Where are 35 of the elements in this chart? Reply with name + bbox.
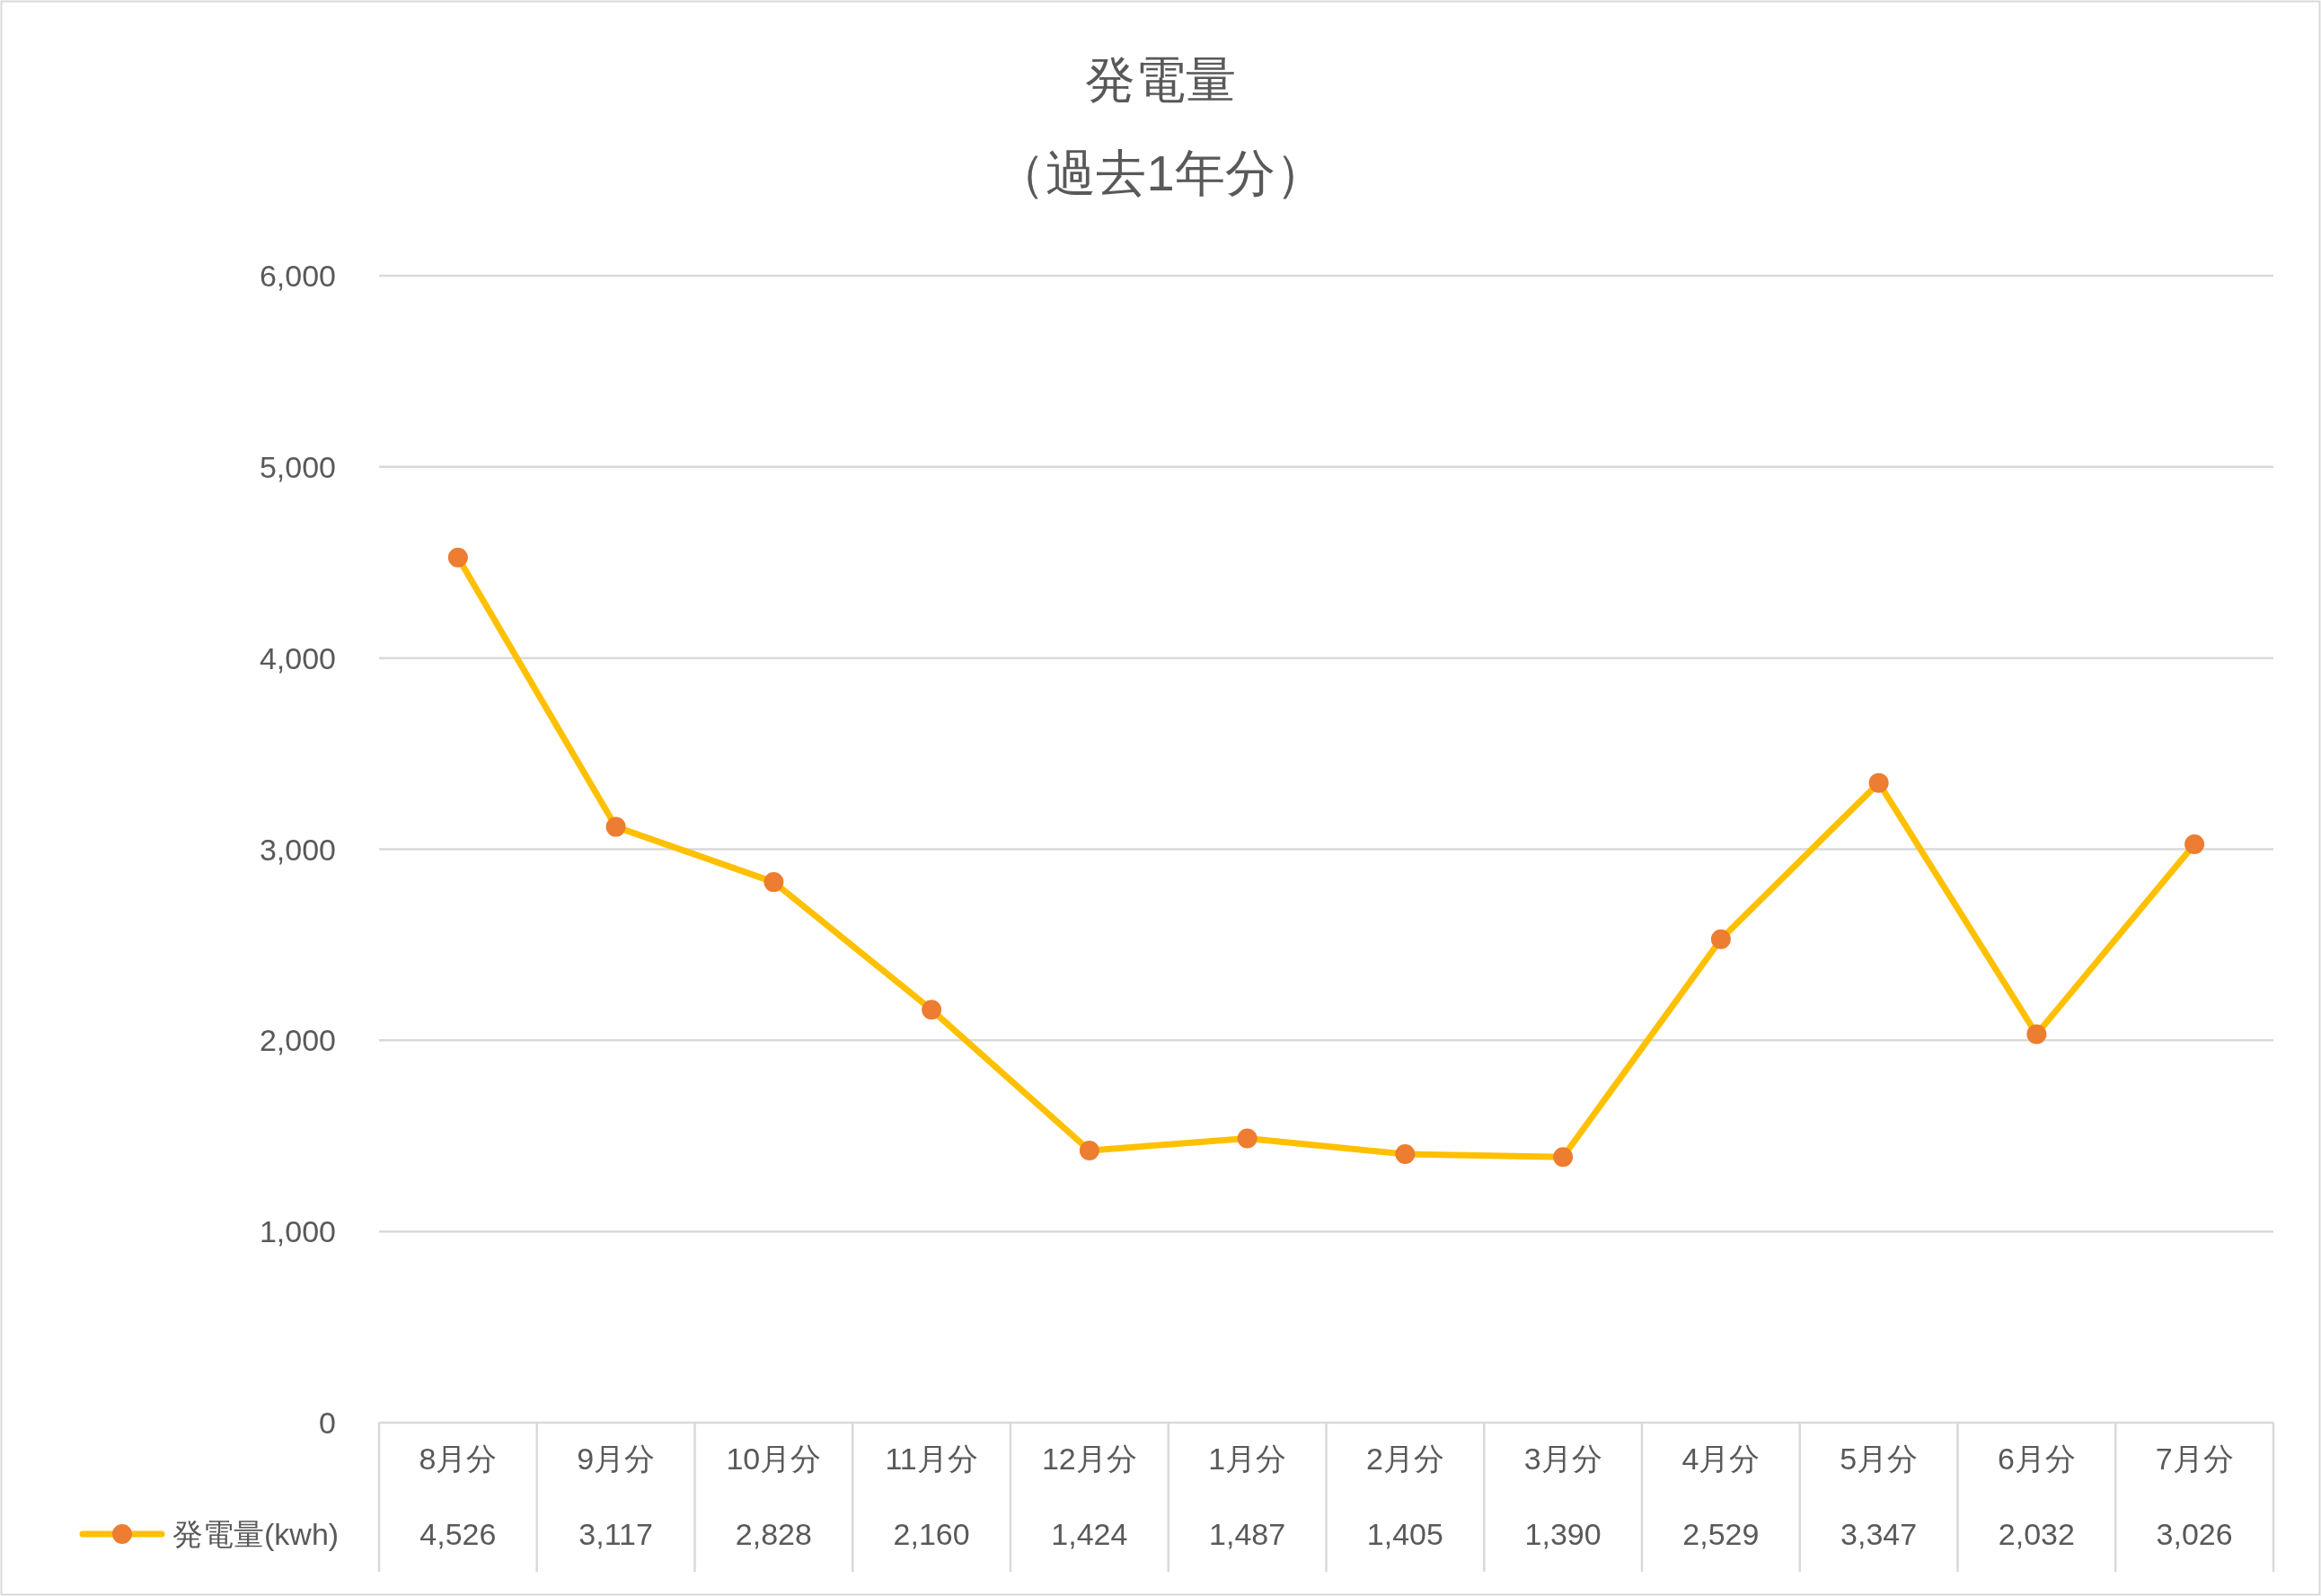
x-tick-label: 12月分: [1041, 1442, 1137, 1476]
x-tick-label: 4月分: [1681, 1442, 1761, 1476]
data-label: 1,405: [1366, 1517, 1443, 1551]
y-tick-label: 3,000: [259, 832, 336, 867]
x-tick-label: 3月分: [1523, 1442, 1602, 1476]
data-label: 1,487: [1209, 1517, 1286, 1551]
x-tick-label: 10月分: [726, 1442, 822, 1476]
data-label: 3,117: [578, 1517, 653, 1551]
y-tick-label: 5,000: [259, 449, 336, 484]
y-tick-label: 1,000: [259, 1214, 336, 1249]
data-label: 2,032: [1998, 1517, 2075, 1551]
data-label: 4,526: [419, 1517, 497, 1551]
data-label: 2,828: [735, 1517, 812, 1551]
data-label: 2,529: [1682, 1517, 1760, 1551]
data-label: 3,347: [1840, 1517, 1918, 1551]
y-tick-label: 0: [319, 1406, 336, 1440]
x-tick-label: 9月分: [577, 1442, 656, 1476]
legend-label: 発電量(kwh): [172, 1517, 340, 1551]
data-label: 2,160: [893, 1517, 970, 1551]
chart-subtitle: （過去1年分）: [995, 145, 1326, 201]
x-tick-label: 2月分: [1365, 1442, 1444, 1476]
x-tick-label: 5月分: [1840, 1442, 1919, 1476]
chart-title: 発電量: [1085, 51, 1236, 108]
legend: 発電量(kwh): [79, 1517, 340, 1551]
y-tick-label: 6,000: [259, 259, 336, 293]
x-tick-label: 8月分: [419, 1442, 498, 1476]
x-tick-label: 11月分: [885, 1442, 978, 1476]
data-label: 1,424: [1051, 1517, 1128, 1551]
x-tick-label: 1月分: [1208, 1442, 1287, 1476]
data-label: 3,026: [2156, 1517, 2233, 1551]
data-label: 1,390: [1524, 1517, 1602, 1551]
x-tick-label: 6月分: [1997, 1442, 2076, 1476]
y-tick-label: 2,000: [259, 1023, 336, 1058]
y-tick-label: 4,000: [259, 640, 336, 675]
x-tick-label: 7月分: [2155, 1442, 2234, 1476]
